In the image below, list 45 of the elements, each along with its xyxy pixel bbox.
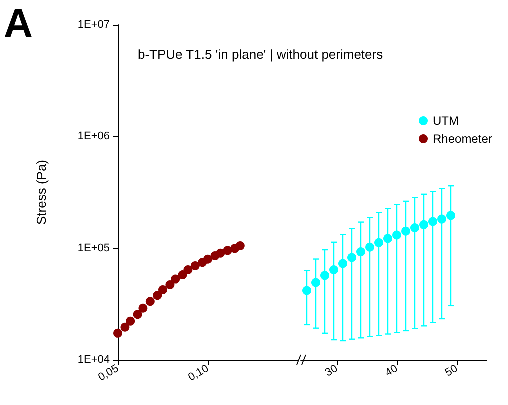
point: [153, 291, 162, 300]
point: [126, 316, 136, 326]
point: [120, 322, 130, 332]
point: [302, 286, 312, 296]
point: [402, 226, 410, 236]
point: [338, 259, 348, 268]
point: [392, 230, 402, 240]
point: [312, 278, 320, 288]
y-tick-label: 1E+05: [78, 242, 110, 254]
x-tick-label: 0,10: [186, 362, 211, 384]
point: [184, 265, 193, 274]
point: [374, 238, 384, 248]
point: [348, 253, 356, 262]
point: [428, 217, 438, 226]
y-tick-label: 1E+07: [78, 19, 110, 31]
point: [178, 270, 188, 280]
y-axis-title: Stress (Pa): [34, 160, 49, 226]
legend-label: Rheometer: [433, 132, 492, 146]
point: [216, 248, 226, 258]
text: A: [4, 2, 33, 46]
y-tick-label: 1E+06: [78, 130, 110, 143]
text: b-TPUe T1.5 'in plane' | without perimeters: [138, 47, 384, 62]
legend-label: UTM: [433, 114, 459, 128]
point: [356, 248, 366, 257]
point: [158, 285, 168, 294]
point: [166, 280, 175, 290]
point: [236, 241, 245, 250]
point: [146, 297, 155, 306]
point: [384, 234, 392, 244]
point: [438, 214, 446, 224]
point: [366, 242, 374, 252]
point: [114, 328, 122, 338]
x-tick-label: 30: [323, 362, 340, 380]
point: [320, 271, 330, 280]
x-tick-label: 50: [443, 362, 460, 380]
x-tick-label: 40: [383, 362, 400, 380]
point: [138, 304, 148, 313]
point: [190, 261, 200, 270]
point: [420, 220, 428, 230]
point: [171, 274, 180, 284]
point: [410, 224, 420, 233]
point: [133, 310, 142, 320]
point: [330, 265, 338, 274]
point: [446, 211, 456, 220]
point: [204, 254, 212, 264]
